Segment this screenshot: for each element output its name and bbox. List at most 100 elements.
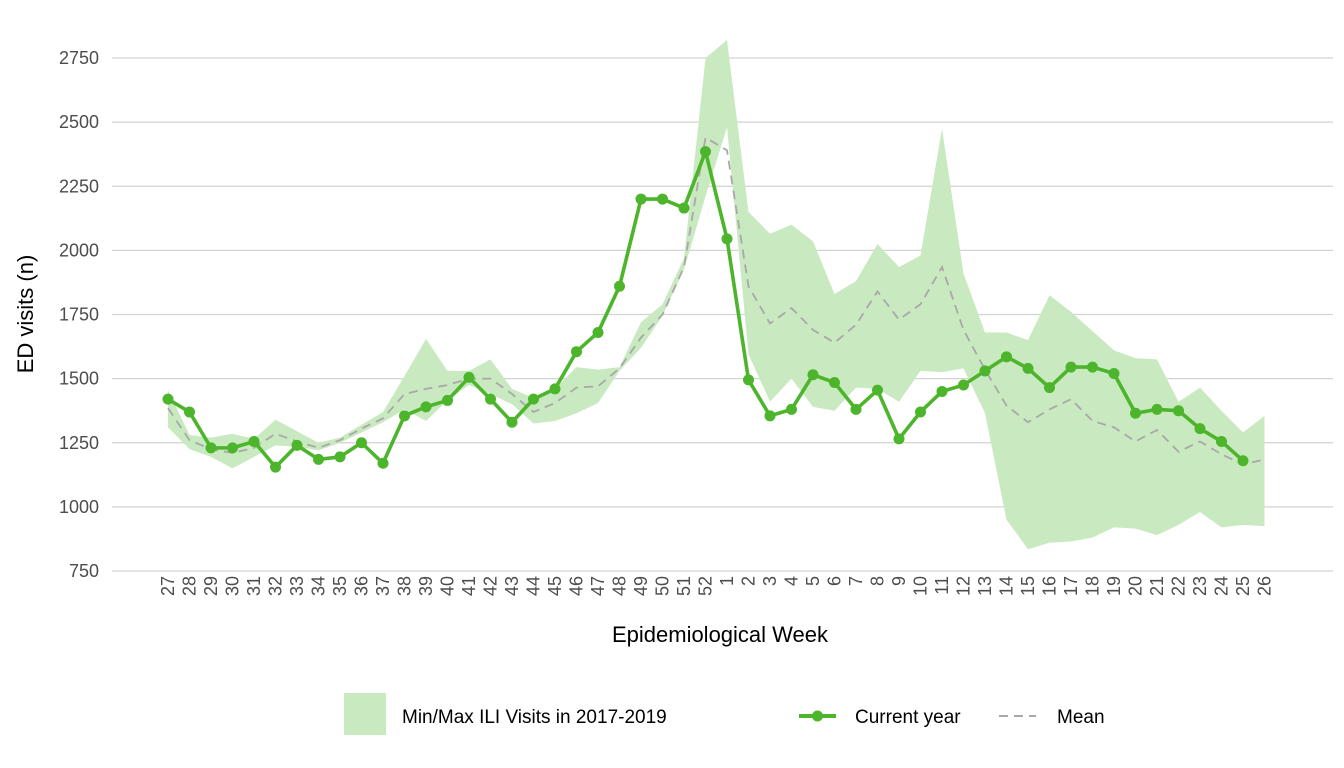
x-tick-label-9-34: 9 xyxy=(889,576,909,586)
x-axis-title: Epidemiological Week xyxy=(612,622,829,647)
x-tick-label-8-33: 8 xyxy=(868,576,888,586)
x-tick-label-31-4: 31 xyxy=(244,576,264,596)
current-point-5-30 xyxy=(807,369,819,381)
x-tick-label-10-35: 10 xyxy=(911,576,931,596)
current-point-48-21 xyxy=(614,280,625,292)
current-year-series xyxy=(162,146,1249,473)
current-point-10-35 xyxy=(915,406,926,418)
y-tick-label-1250: 1250 xyxy=(59,433,99,453)
current-point-24-49 xyxy=(1216,435,1227,447)
mean-line xyxy=(167,136,1265,466)
x-tick-label-17-42: 17 xyxy=(1061,576,1081,596)
current-point-44-17 xyxy=(528,393,539,405)
band-area xyxy=(168,40,1265,550)
current-point-25-50 xyxy=(1237,455,1249,467)
current-point-47-20 xyxy=(592,326,604,338)
current-point-37-10 xyxy=(377,457,389,469)
current-point-52-25 xyxy=(700,146,711,158)
current-point-18-43 xyxy=(1087,361,1098,373)
current-point-15-40 xyxy=(1022,362,1034,374)
x-tick-label-40-13: 40 xyxy=(438,576,458,596)
y-axis-ticks: 750 1000 1250 1500 1750 2000 2250 2500 2750 xyxy=(59,48,99,581)
mean-series xyxy=(167,136,1265,466)
x-tick-label-43-16: 43 xyxy=(502,576,522,596)
legend-mean-label: Mean xyxy=(1057,707,1105,728)
current-point-30-3 xyxy=(227,442,238,454)
current-point-45-18 xyxy=(549,383,561,395)
current-point-3-28 xyxy=(764,410,776,422)
min-max-band xyxy=(168,40,1265,550)
current-point-39-12 xyxy=(420,401,432,413)
x-tick-label-18-43: 18 xyxy=(1083,576,1103,596)
legend-current-swatch-marker xyxy=(812,710,823,722)
x-tick-label-47-20: 47 xyxy=(588,576,608,596)
x-tick-label-37-10: 37 xyxy=(373,576,393,596)
current-point-22-47 xyxy=(1173,405,1184,417)
x-tick-label-7-32: 7 xyxy=(846,576,866,586)
y-tick-label-2000: 2000 xyxy=(59,240,99,260)
current-point-41-14 xyxy=(463,371,475,383)
x-tick-label-33-6: 33 xyxy=(287,576,307,596)
x-tick-label-50-23: 50 xyxy=(653,576,673,596)
x-tick-label-6-31: 6 xyxy=(825,576,845,586)
x-tick-label-51-24: 51 xyxy=(674,576,694,596)
x-tick-label-46-19: 46 xyxy=(567,576,587,596)
x-tick-label-14-39: 14 xyxy=(997,576,1017,596)
current-point-40-13 xyxy=(442,394,453,406)
current-point-42-15 xyxy=(485,393,496,405)
current-point-2-27 xyxy=(743,374,754,386)
current-point-35-8 xyxy=(334,451,346,463)
legend: Min/Max ILI Visits in 2017-2019 Current … xyxy=(344,693,1105,735)
x-tick-label-39-12: 39 xyxy=(416,576,436,596)
x-tick-label-42-15: 42 xyxy=(481,576,501,596)
legend-current-label: Current year xyxy=(855,707,961,728)
current-point-36-9 xyxy=(356,437,367,449)
y-tick-label-1000: 1000 xyxy=(59,497,99,517)
x-tick-label-44-17: 44 xyxy=(524,576,544,596)
current-point-20-45 xyxy=(1130,407,1141,419)
x-tick-label-26-51: 26 xyxy=(1255,576,1275,596)
current-point-29-2 xyxy=(205,442,217,454)
x-tick-label-22-47: 22 xyxy=(1169,576,1189,596)
current-point-12-37 xyxy=(958,379,969,391)
x-tick-label-49-22: 49 xyxy=(631,576,651,596)
x-tick-label-20-45: 20 xyxy=(1126,576,1146,596)
x-tick-label-16-41: 16 xyxy=(1040,576,1060,596)
x-tick-label-19-44: 19 xyxy=(1104,576,1124,596)
x-tick-label-30-3: 30 xyxy=(223,576,243,596)
current-point-19-44 xyxy=(1108,367,1120,379)
current-point-21-46 xyxy=(1151,403,1163,415)
current-point-28-1 xyxy=(184,406,195,418)
x-tick-label-4-29: 4 xyxy=(782,576,802,586)
x-tick-label-3-28: 3 xyxy=(760,576,780,586)
current-point-49-22 xyxy=(635,193,647,205)
current-point-11-36 xyxy=(936,385,948,397)
x-tick-label-32-5: 32 xyxy=(266,576,286,596)
legend-band-swatch xyxy=(344,693,386,735)
current-point-13-38 xyxy=(979,365,991,377)
x-tick-label-11-36: 11 xyxy=(932,576,952,595)
current-point-32-5 xyxy=(270,461,281,473)
x-tick-label-15-40: 15 xyxy=(1018,576,1038,596)
current-point-9-34 xyxy=(893,433,905,445)
x-tick-label-24-49: 24 xyxy=(1212,576,1232,596)
x-tick-label-36-9: 36 xyxy=(352,576,372,596)
current-point-8-33 xyxy=(872,384,883,396)
y-tick-label-1500: 1500 xyxy=(59,369,99,389)
y-tick-label-750: 750 xyxy=(69,561,99,581)
x-tick-label-12-37: 12 xyxy=(954,576,974,596)
current-point-23-48 xyxy=(1194,423,1206,435)
y-tick-label-1750: 1750 xyxy=(59,305,99,325)
current-point-6-31 xyxy=(829,376,840,388)
x-tick-label-27-0: 27 xyxy=(158,576,178,596)
x-tick-label-5-30: 5 xyxy=(803,576,823,586)
legend-band-label: Min/Max ILI Visits in 2017-2019 xyxy=(402,707,667,728)
current-point-43-16 xyxy=(506,416,518,428)
current-point-4-29 xyxy=(786,403,797,415)
y-tick-label-2750: 2750 xyxy=(59,48,99,68)
current-point-38-11 xyxy=(399,410,410,422)
x-tick-label-34-7: 34 xyxy=(309,576,329,596)
x-tick-label-23-48: 23 xyxy=(1190,576,1210,596)
x-tick-label-41-14: 41 xyxy=(459,576,479,596)
